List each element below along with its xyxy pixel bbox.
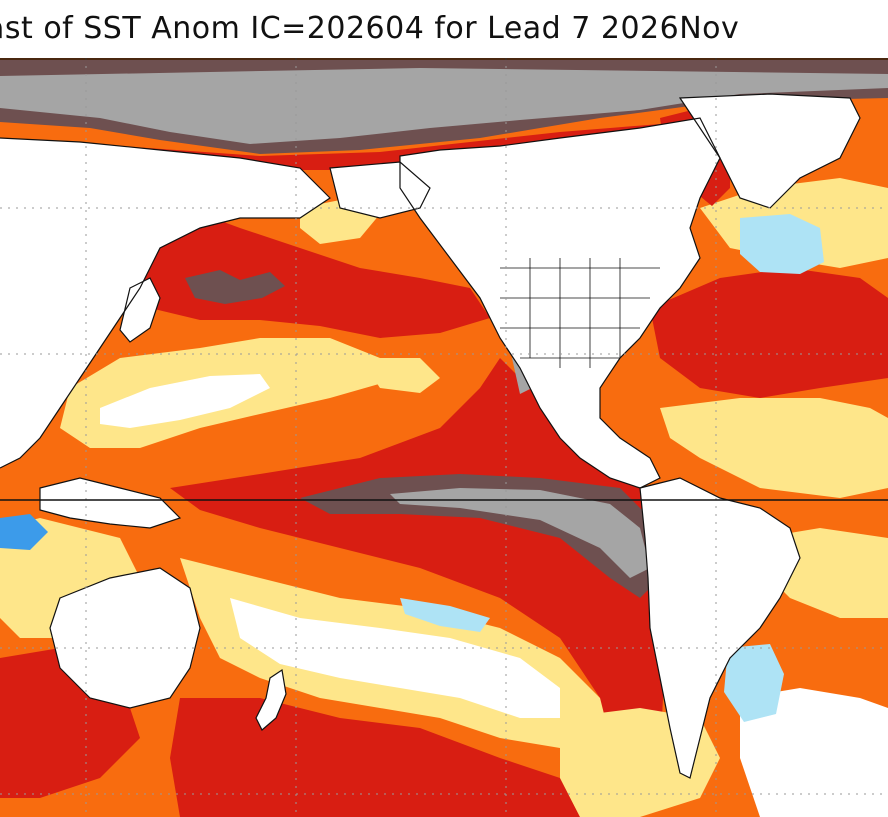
map-title: ast of SST Anom IC=202604 for Lead 7 202… [0,11,740,46]
sst-anomaly-map [0,58,888,817]
us-state-borders [500,258,660,368]
indian-ocean-blue [0,514,48,550]
north-america-coast [399,117,721,489]
north-pacific-red [120,206,490,338]
north-atlantic-red [650,268,888,398]
south-america-coast [639,477,801,779]
south-pacific-white [230,598,560,718]
north-atlantic-lightblue [740,214,824,274]
asia-coast [0,137,331,469]
arctic-grey-band [0,68,888,144]
nw-pacific-white [100,374,270,428]
south-america [640,478,800,778]
south-atlantic-lightblue [724,644,784,722]
coastlines [0,93,861,779]
greenland [680,94,860,208]
new-zealand [256,670,286,730]
tropical-atlantic-yellow [660,398,888,498]
japan [120,278,160,342]
east-pacific-red [170,358,670,778]
greenland-coast [678,93,861,209]
maritime-continent [40,478,180,528]
north-pacific-core [185,270,285,304]
new-zealand-coast [255,668,287,731]
australia-coast [49,567,201,709]
equatorial-grey [390,488,650,578]
arctic-red-edge [120,124,720,170]
asia [0,138,330,468]
japan-coast [119,277,161,343]
maritime-coast [39,477,182,529]
southern-ocean-red [170,698,580,817]
south-pacific-lightblue [400,598,490,632]
alaska-coast [329,161,431,219]
south-atlantic-white [740,688,888,817]
alaska [330,162,430,218]
australia [50,568,200,708]
central-pacific-yellow [360,358,440,393]
